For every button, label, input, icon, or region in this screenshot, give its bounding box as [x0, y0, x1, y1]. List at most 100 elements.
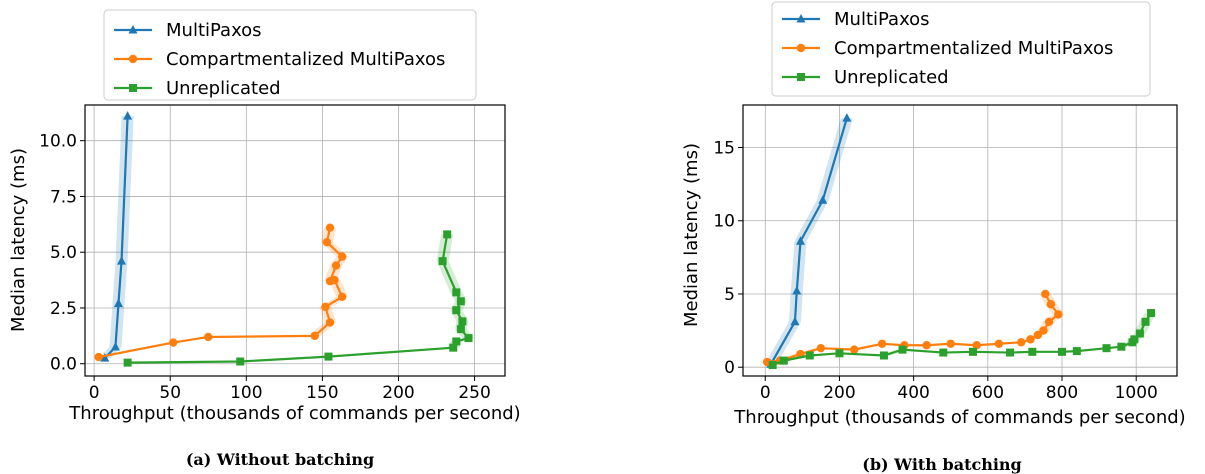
unreplicated-point — [879, 351, 888, 360]
y-tick-label: 10 — [713, 212, 735, 232]
compartmentalized-multipaxos-variance-band — [92, 227, 349, 358]
compartmentalized-multipaxos-point — [850, 345, 859, 354]
unreplicated-variance-band — [766, 313, 1158, 366]
multipaxos-point — [113, 298, 123, 308]
multipaxos-point — [842, 113, 852, 122]
y-tick-label: 2.5 — [50, 299, 77, 319]
unreplicated-point — [458, 317, 467, 326]
unreplicated-point — [123, 358, 132, 367]
compartmentalized-multipaxos-point — [331, 261, 341, 270]
compartmentalized-multipaxos-point — [310, 331, 319, 341]
unreplicated-point — [324, 352, 333, 361]
y-tick-label: 15 — [713, 138, 735, 158]
unreplicated-point — [449, 343, 458, 352]
panel-a: 0 50 100 150 200 250 0.0 2.5 5.0 7.5 10.0 Throughp… — [8, 9, 521, 469]
multipaxos-legend-label: MultiPaxos — [834, 9, 930, 30]
multipaxos-legend-marker — [796, 14, 806, 23]
y-tick-label: 0 — [724, 358, 735, 378]
unreplicated-point — [939, 348, 948, 357]
panel-b-ticks: 0 200 400 600 800 1000 0 5 10 15 — [713, 138, 1157, 403]
unreplicated-series-line — [772, 312, 1152, 367]
compartmentalized-multipaxos-point — [1054, 310, 1063, 319]
panel-b-xlabel: Throughput (thousands of commands per se… — [733, 407, 1185, 428]
multipaxos-legend-label: MultiPaxos — [166, 20, 262, 41]
panel-b-variance-bands — [761, 118, 1158, 366]
panel-a-ylabel: Median latency (ms) — [8, 148, 29, 332]
legend-frame — [103, 9, 477, 101]
compartmentalized-multipaxos-point — [1039, 326, 1048, 335]
compartmentalized-multipaxos-legend-label: Compartmentalized MultiPaxos — [166, 49, 445, 70]
panel-b-series — [762, 113, 1156, 370]
compartmentalized-multipaxos-legend-marker — [128, 54, 138, 64]
compartmentalized-multipaxos-legend-label: Compartmentalized MultiPaxos — [834, 38, 1113, 59]
unreplicated-point — [768, 361, 777, 370]
compartmentalized-multipaxos-point — [946, 339, 955, 348]
compartmentalized-multipaxos-point — [94, 352, 103, 362]
compartmentalized-multipaxos-point — [325, 277, 335, 286]
y-tick-label: 5 — [724, 285, 735, 305]
compartmentalized-multipaxos-legend-marker — [796, 43, 806, 53]
compartmentalized-multipaxos-point — [325, 223, 335, 232]
multipaxos-point — [123, 111, 133, 120]
multipaxos-point — [100, 353, 110, 362]
unreplicated-legend-label: Unreplicated — [166, 78, 281, 99]
x-tick-label: 0 — [760, 383, 771, 403]
panel-b: 0 200 400 600 800 1000 0 5 10 15 Throughput (thou… — [681, 1, 1186, 474]
y-tick-label: 7.5 — [50, 187, 77, 207]
unreplicated-point — [1072, 347, 1081, 356]
unreplicated-point — [898, 345, 907, 354]
multipaxos-point — [110, 342, 120, 351]
compartmentalized-multipaxos-point — [337, 252, 347, 261]
panel-b-legend: MultiPaxos Compartmentalized MultiPaxos Un… — [771, 1, 1151, 97]
unreplicated-point — [805, 351, 814, 360]
unreplicated-legend-marker — [797, 73, 805, 81]
panel-a-legend: MultiPaxos Compartmentalized MultiPaxos Un… — [103, 9, 477, 101]
unreplicated-point — [1135, 329, 1144, 338]
unreplicated-point — [1130, 335, 1139, 344]
panel-a-plot-frame — [84, 104, 506, 377]
compartmentalized-multipaxos-point — [1026, 335, 1035, 344]
unreplicated-point — [438, 257, 447, 266]
x-tick-label: 250 — [458, 383, 490, 403]
compartmentalized-multipaxos-point — [204, 332, 213, 342]
panel-b-ylabel: Median latency (ms) — [681, 143, 702, 327]
x-tick-label: 0 — [89, 383, 100, 403]
x-tick-label: 200 — [823, 383, 855, 403]
compartmentalized-multipaxos-point — [1046, 300, 1056, 309]
panel-a-variance-bands — [92, 116, 475, 363]
x-tick-label: 50 — [159, 383, 181, 403]
unreplicated-point — [452, 306, 461, 315]
legend-frame — [771, 1, 1151, 97]
unreplicated-legend-label: Unreplicated — [834, 67, 949, 88]
y-tick-label: 5.0 — [50, 243, 77, 263]
multipaxos-variance-band — [764, 118, 853, 365]
compartmentalized-multipaxos-point — [1017, 338, 1026, 347]
multipaxos-point — [792, 286, 802, 295]
x-tick-label: 150 — [306, 383, 338, 403]
unreplicated-point — [1006, 348, 1015, 357]
compartmentalized-multipaxos-point — [1044, 317, 1054, 326]
compartmentalized-multipaxos-point — [922, 341, 931, 350]
unreplicated-point — [464, 334, 473, 343]
y-tick-label: 10.0 — [39, 132, 77, 152]
compartmentalized-multipaxos-point — [322, 237, 332, 247]
unreplicated-legend-marker — [129, 84, 137, 92]
panel-a-xlabel: Throughput (thousands of commands per se… — [68, 403, 520, 424]
unreplicated-point — [1028, 347, 1037, 356]
multipaxos-point — [795, 236, 805, 245]
compartmentalized-multipaxos-point — [972, 341, 981, 350]
x-tick-label: 800 — [1046, 383, 1078, 403]
panel-a-ticks: 0 50 100 150 200 250 0.0 2.5 5.0 7.5 10.0 — [39, 132, 491, 403]
compartmentalized-multipaxos-point — [816, 343, 826, 353]
x-tick-label: 200 — [382, 383, 414, 403]
multipaxos-point — [117, 256, 127, 265]
compartmentalized-multipaxos-point — [994, 339, 1004, 348]
unreplicated-point — [452, 288, 461, 297]
unreplicated-point — [1141, 317, 1150, 326]
compartmentalized-multipaxos-point — [325, 318, 335, 327]
unreplicated-point — [1147, 309, 1156, 318]
unreplicated-point — [456, 325, 465, 334]
x-tick-label: 100 — [230, 383, 262, 403]
compartmentalized-multipaxos-point — [1041, 289, 1050, 299]
unreplicated-point — [452, 337, 461, 346]
